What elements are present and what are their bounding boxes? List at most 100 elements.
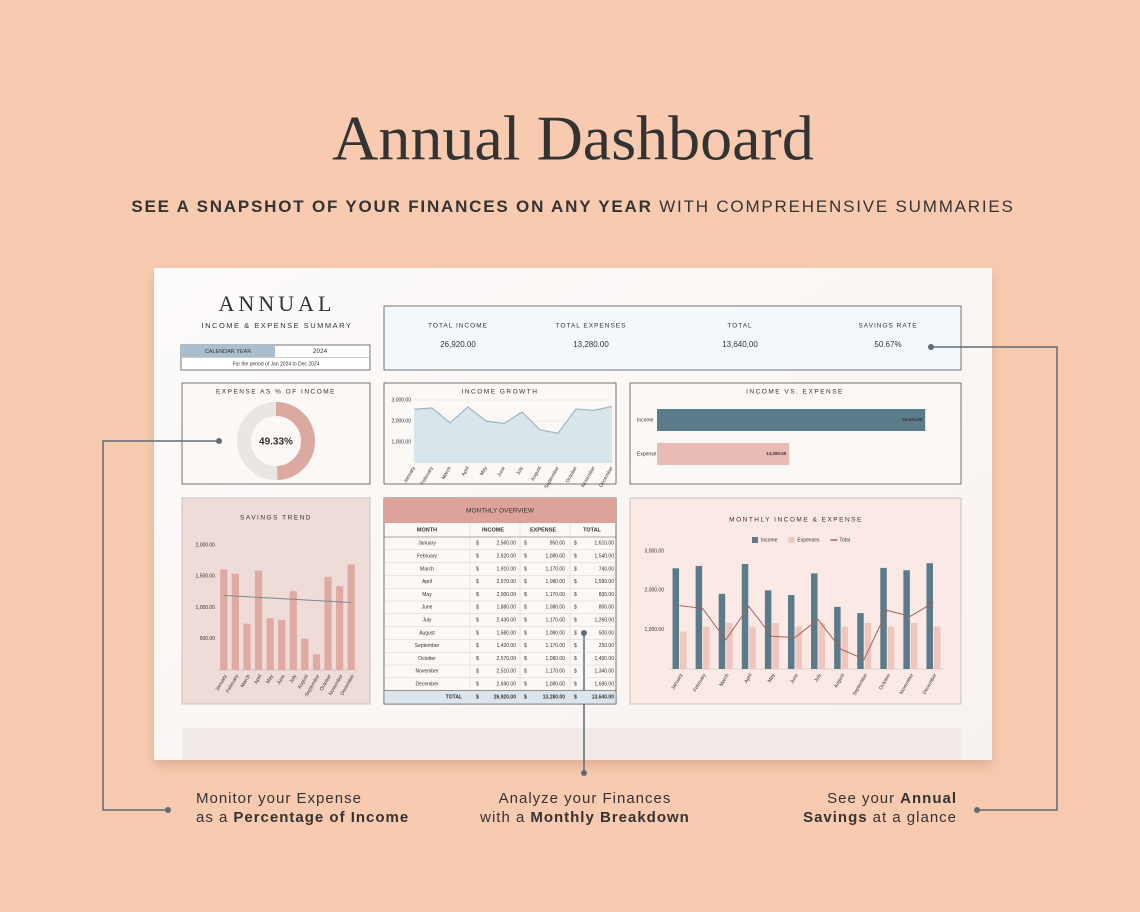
- currency: $: [524, 682, 527, 688]
- kpi-label: TOTAL INCOME: [428, 323, 488, 330]
- dot: [216, 438, 222, 444]
- y-tick-label: Income: [637, 417, 654, 423]
- x-tick-label: July: [289, 673, 299, 684]
- table-cell: 1,580.00: [497, 630, 517, 636]
- table-cell: 1,610.00: [595, 541, 615, 547]
- table-cell: 740.00: [599, 566, 615, 572]
- legend-label: Expenses: [797, 537, 819, 543]
- bar: [703, 626, 710, 669]
- legend-swatch: [752, 537, 758, 543]
- table-cell: July: [423, 618, 432, 624]
- calendar-value: 2024: [313, 348, 328, 355]
- x-tick-label: May: [479, 465, 489, 477]
- bar: [857, 613, 864, 669]
- callout-text: Analyze your Finances: [499, 790, 672, 807]
- currency: $: [574, 643, 577, 649]
- bar: [657, 443, 790, 465]
- bar: [231, 573, 239, 670]
- value-label: 13,280.00: [766, 451, 787, 456]
- bar: [220, 569, 228, 670]
- table-cell: 1,170.00: [546, 592, 566, 598]
- table-cell: 1,690.00: [595, 682, 615, 688]
- table-cell: November: [415, 669, 438, 675]
- table-cell: 1,170.00: [546, 618, 566, 624]
- currency: $: [574, 592, 577, 598]
- dot: [974, 807, 980, 813]
- table-cell: 1,260.00: [595, 618, 615, 624]
- currency: $: [476, 643, 479, 649]
- y-tick-label: 1,000.00: [392, 439, 412, 445]
- table-cell: 2,690.00: [497, 682, 517, 688]
- table-cell: 2,430.00: [497, 618, 517, 624]
- currency: $: [476, 695, 479, 701]
- panel-title: INCOME GROWTH: [462, 389, 539, 396]
- x-tick-label: May: [265, 673, 275, 685]
- currency: $: [476, 669, 479, 675]
- table-cell: 1,590.00: [595, 579, 615, 585]
- donut-label: 49.33%: [259, 437, 293, 448]
- bar: [910, 622, 918, 669]
- bar: [726, 622, 733, 669]
- currency: $: [476, 566, 479, 572]
- currency: $: [574, 579, 577, 585]
- x-tick-label: June: [789, 672, 800, 685]
- column-header: EXPENSE: [530, 527, 556, 533]
- calendar-label-bg: [181, 345, 275, 357]
- bar: [787, 595, 795, 669]
- table-cell: 800.00: [599, 605, 615, 611]
- bar: [289, 591, 297, 670]
- callout-segment: Annual: [900, 790, 957, 807]
- x-tick-label: May: [767, 672, 777, 684]
- currency: $: [524, 669, 527, 675]
- y-tick-label: 2,000.00: [645, 588, 665, 594]
- currency: $: [524, 656, 527, 662]
- callout-text: Savings at a glance: [803, 809, 957, 826]
- table-cell: 1,080.00: [546, 605, 566, 611]
- callout-segment: See your: [827, 790, 895, 807]
- bar: [657, 409, 926, 431]
- currency: $: [574, 605, 577, 611]
- kpi-value: 26,920.00: [440, 340, 476, 349]
- bar: [324, 576, 332, 670]
- table-title: MONTHLY OVERVIEW: [466, 508, 535, 515]
- currency: $: [574, 541, 577, 547]
- y-tick-label: 1,000.00: [645, 627, 665, 633]
- bar: [254, 570, 263, 670]
- bar: [243, 623, 251, 670]
- panel-title: MONTHLY INCOME & EXPENSE: [729, 517, 863, 524]
- callout-segment: Percentage of Income: [233, 809, 409, 826]
- x-tick-label: June: [276, 673, 287, 686]
- currency: $: [524, 554, 527, 560]
- faded-section: [182, 728, 961, 760]
- x-tick-label: April: [743, 673, 753, 685]
- y-tick-label: 2,000.00: [392, 418, 412, 424]
- x-tick-label: April: [461, 466, 471, 478]
- table-cell: May: [422, 592, 432, 598]
- table-cell: 830.00: [599, 592, 615, 598]
- table-cell: 13,640.00: [592, 695, 614, 701]
- callout-segment: as a: [196, 809, 228, 826]
- bar: [772, 622, 779, 669]
- bar: [864, 622, 872, 669]
- column-header: MONTH: [417, 527, 437, 533]
- callout-segment: at a glance: [873, 809, 957, 826]
- table-cell: 1,540.00: [595, 554, 615, 560]
- table-cell: September: [415, 643, 440, 649]
- currency: $: [476, 656, 479, 662]
- bar: [818, 622, 826, 669]
- table-cell: 2,670.00: [497, 579, 517, 585]
- currency: $: [476, 618, 479, 624]
- table-cell: October: [418, 656, 436, 662]
- legend-label: Total: [839, 537, 850, 543]
- kpi-label: TOTAL EXPENSES: [556, 323, 627, 330]
- currency: $: [524, 592, 527, 598]
- dashboard-subtitle: INCOME & EXPENSE SUMMARY: [202, 321, 353, 330]
- currency: $: [476, 579, 479, 585]
- x-tick-label: April: [253, 674, 263, 686]
- currency: $: [476, 592, 479, 598]
- currency: $: [476, 554, 479, 560]
- table-cell: 1,080.00: [546, 630, 566, 636]
- y-tick-label: 3,000.00: [392, 397, 412, 403]
- y-tick-label: 1,000.00: [196, 605, 216, 611]
